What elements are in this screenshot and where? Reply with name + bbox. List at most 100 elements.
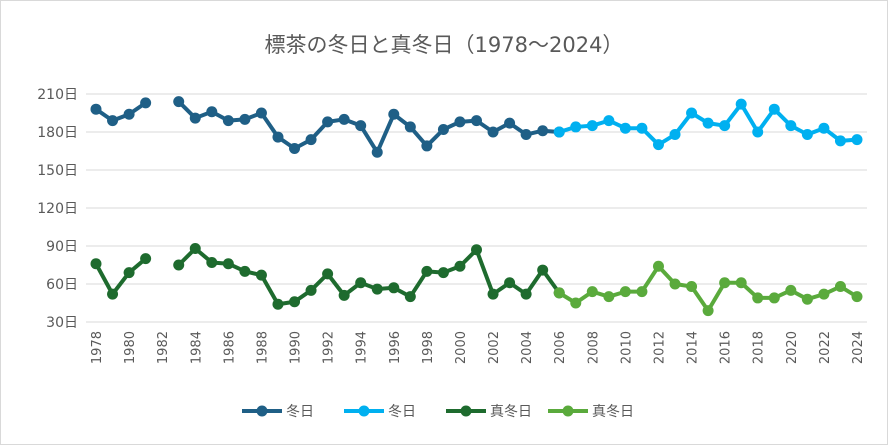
data-point bbox=[603, 115, 615, 127]
x-tick-label: 1998 bbox=[421, 331, 436, 364]
x-tick-label: 1982 bbox=[156, 331, 171, 364]
y-tick-label: 90日 bbox=[46, 239, 78, 255]
data-point bbox=[371, 146, 383, 158]
series-line bbox=[94, 101, 147, 123]
legend-swatch-marker bbox=[460, 405, 472, 417]
data-point bbox=[834, 135, 846, 147]
series-line bbox=[177, 246, 561, 307]
data-point bbox=[834, 281, 846, 293]
data-point bbox=[487, 126, 499, 138]
gridlines bbox=[86, 93, 867, 323]
data-point bbox=[289, 142, 301, 154]
series-2 bbox=[90, 243, 565, 310]
chart-title: 標茶の冬日と真冬日（1978～2024） bbox=[265, 33, 624, 57]
data-point bbox=[107, 115, 119, 127]
legend-label: 冬日 bbox=[286, 404, 314, 420]
x-tick-label: 2022 bbox=[818, 331, 833, 364]
x-tick-label: 2020 bbox=[785, 331, 800, 364]
x-tick-label: 1990 bbox=[289, 331, 304, 364]
data-point bbox=[603, 291, 615, 303]
x-tick-label: 1984 bbox=[189, 331, 204, 364]
data-point bbox=[752, 292, 764, 304]
x-tick-label: 2018 bbox=[752, 331, 767, 364]
legend-item: 冬日 bbox=[242, 404, 314, 420]
legend-item: 冬日 bbox=[344, 404, 416, 420]
data-point bbox=[239, 113, 251, 125]
data-point bbox=[768, 103, 780, 115]
legend-item: 真冬日 bbox=[548, 404, 634, 420]
x-tick-label: 2014 bbox=[686, 331, 701, 364]
data-point bbox=[90, 103, 102, 115]
data-point bbox=[421, 140, 433, 152]
data-point bbox=[140, 253, 152, 265]
data-point bbox=[785, 120, 797, 132]
data-point bbox=[851, 134, 863, 146]
series-3 bbox=[553, 260, 863, 317]
series-1 bbox=[553, 98, 863, 151]
data-point bbox=[338, 113, 350, 125]
x-tick-label: 2008 bbox=[586, 331, 601, 364]
data-point bbox=[140, 97, 152, 109]
data-point bbox=[669, 129, 681, 141]
data-point bbox=[355, 120, 367, 132]
y-tick-label: 60日 bbox=[46, 277, 78, 293]
data-point bbox=[404, 121, 416, 133]
data-point bbox=[818, 122, 830, 134]
data-point bbox=[619, 286, 631, 298]
data-point bbox=[437, 123, 449, 135]
data-point bbox=[636, 122, 648, 134]
x-tick-label: 2016 bbox=[719, 331, 734, 364]
data-point bbox=[537, 125, 549, 137]
data-point bbox=[305, 134, 317, 146]
x-axis-ticks: 1978 1980 1982 1984 1986 1988 1990 1992 1994 1996… bbox=[90, 331, 866, 364]
data-point bbox=[255, 107, 267, 119]
data-point bbox=[686, 281, 698, 293]
x-tick-label: 1986 bbox=[222, 331, 237, 364]
data-point bbox=[255, 269, 267, 281]
data-point bbox=[702, 117, 714, 129]
x-tick-label: 2010 bbox=[619, 331, 634, 364]
data-point bbox=[123, 108, 135, 120]
data-point bbox=[768, 292, 780, 304]
data-point bbox=[553, 126, 565, 138]
data-point bbox=[222, 258, 234, 270]
x-tick-label: 1996 bbox=[388, 331, 403, 364]
data-point bbox=[222, 115, 234, 127]
data-point bbox=[173, 259, 185, 271]
data-point bbox=[90, 258, 102, 270]
legend-item: 真冬日 bbox=[446, 404, 532, 420]
series-line bbox=[94, 257, 147, 297]
series-0 bbox=[90, 96, 565, 158]
legend-label: 真冬日 bbox=[490, 404, 532, 420]
data-point bbox=[421, 265, 433, 277]
x-tick-label: 1992 bbox=[322, 331, 337, 364]
legend-label: 真冬日 bbox=[592, 404, 634, 420]
data-point bbox=[454, 116, 466, 128]
data-point bbox=[801, 129, 813, 141]
data-point bbox=[801, 293, 813, 305]
x-tick-label: 2000 bbox=[454, 331, 469, 364]
data-point bbox=[586, 286, 598, 298]
data-point bbox=[487, 288, 499, 300]
data-point bbox=[520, 288, 532, 300]
y-tick-label: 120日 bbox=[37, 201, 78, 217]
y-tick-label: 210日 bbox=[37, 87, 78, 103]
data-point bbox=[305, 284, 317, 296]
data-point bbox=[851, 291, 863, 303]
x-tick-label: 2012 bbox=[652, 331, 667, 364]
data-point bbox=[272, 298, 284, 310]
x-tick-label: 2004 bbox=[520, 331, 535, 364]
data-point bbox=[454, 260, 466, 272]
data-point bbox=[338, 289, 350, 301]
data-point bbox=[206, 106, 218, 118]
legend-swatch-marker bbox=[358, 405, 370, 417]
data-point bbox=[686, 107, 698, 119]
data-point bbox=[553, 287, 565, 299]
data-point bbox=[388, 108, 400, 120]
y-axis-ticks: 30日 60日 90日 120日 150日 180日 210日 bbox=[37, 87, 78, 331]
data-point bbox=[322, 268, 334, 280]
y-tick-label: 30日 bbox=[46, 315, 78, 331]
series-line bbox=[558, 264, 859, 313]
data-point bbox=[437, 267, 449, 279]
data-point bbox=[504, 277, 516, 289]
